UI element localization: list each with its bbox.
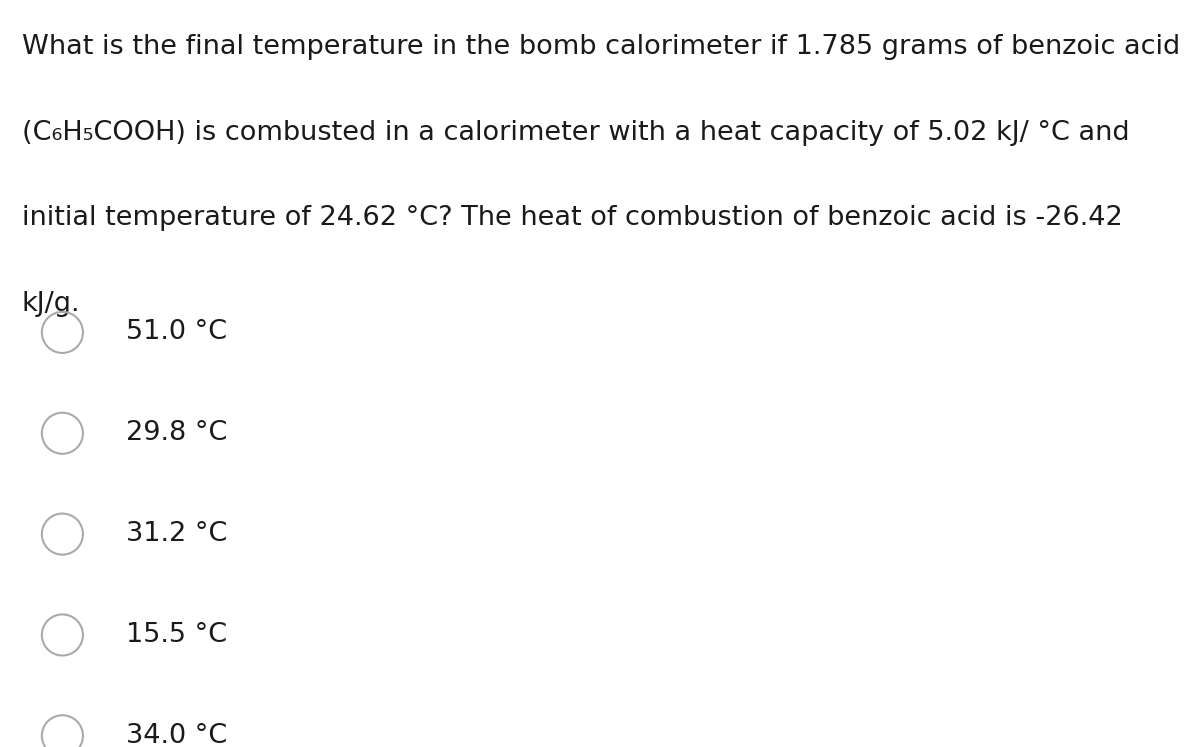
Text: 15.5 °C: 15.5 °C: [126, 622, 227, 648]
Text: 29.8 °C: 29.8 °C: [126, 421, 227, 446]
Text: initial temperature of 24.62 °C? The heat of combustion of benzoic acid is -26.4: initial temperature of 24.62 °C? The hea…: [22, 205, 1122, 232]
Text: 31.2 °C: 31.2 °C: [126, 521, 227, 547]
Text: What is the final temperature in the bomb calorimeter if 1.785 grams of benzoic : What is the final temperature in the bom…: [22, 34, 1180, 60]
Text: 51.0 °C: 51.0 °C: [126, 320, 227, 345]
Text: kJ/g.: kJ/g.: [22, 291, 80, 317]
Text: 34.0 °C: 34.0 °C: [126, 723, 227, 747]
Text: (C₆H₅COOH) is combusted in a calorimeter with a heat capacity of 5.02 kJ/ °C and: (C₆H₅COOH) is combusted in a calorimeter…: [22, 120, 1129, 146]
